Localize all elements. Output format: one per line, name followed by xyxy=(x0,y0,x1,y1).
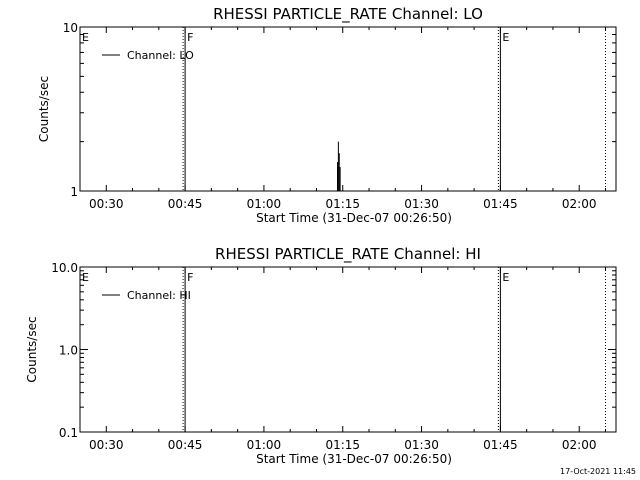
plot-frame xyxy=(79,26,617,192)
x-tick-label: 00:45 xyxy=(168,197,203,211)
chart-title: RHESSI PARTICLE_RATE Channel: HI xyxy=(215,245,481,264)
y-tick-label: 1 xyxy=(70,185,78,199)
y-tick-label: 0.1 xyxy=(59,426,78,440)
x-tick-label: 01:00 xyxy=(247,438,282,452)
x-tick-label: 01:15 xyxy=(325,438,360,452)
x-tick-label: 01:00 xyxy=(247,197,282,211)
y-axis-label: Counts/sec xyxy=(37,76,51,142)
x-axis-label: Start Time (31-Dec-07 00:26:50) xyxy=(256,452,452,466)
y-tick-label: 10.0 xyxy=(51,261,78,275)
x-axis-label: Start Time (31-Dec-07 00:26:50) xyxy=(256,211,452,225)
y-axis-label: Counts/sec xyxy=(25,316,39,382)
x-tick-label: 01:45 xyxy=(483,438,518,452)
chart-title: RHESSI PARTICLE_RATE Channel: LO xyxy=(213,5,483,24)
event-marker-label: E xyxy=(502,271,509,284)
event-marker-label: F xyxy=(187,271,193,284)
x-tick-label: 02:00 xyxy=(562,438,597,452)
x-tick-label: 01:30 xyxy=(404,197,439,211)
x-tick-label: 00:30 xyxy=(89,438,124,452)
x-tick-label: 01:15 xyxy=(325,197,360,211)
y-tick-label: 1.0 xyxy=(59,344,78,358)
footer-timestamp: 17-Oct-2021 11:45 xyxy=(560,467,636,476)
x-tick-label: 01:30 xyxy=(404,438,439,452)
event-marker-label: E xyxy=(82,31,89,44)
event-marker-label: F xyxy=(187,31,193,44)
event-marker-label: E xyxy=(82,271,89,284)
event-marker-label: E xyxy=(502,31,509,44)
y-tick-label: 10 xyxy=(63,21,78,35)
x-tick-label: 02:00 xyxy=(562,197,597,211)
x-tick-label: 01:45 xyxy=(483,197,518,211)
legend-entry: Channel: HI xyxy=(127,289,191,302)
legend-entry: Channel: LO xyxy=(127,49,194,62)
x-tick-label: 00:45 xyxy=(168,438,203,452)
x-tick-label: 00:30 xyxy=(89,197,124,211)
